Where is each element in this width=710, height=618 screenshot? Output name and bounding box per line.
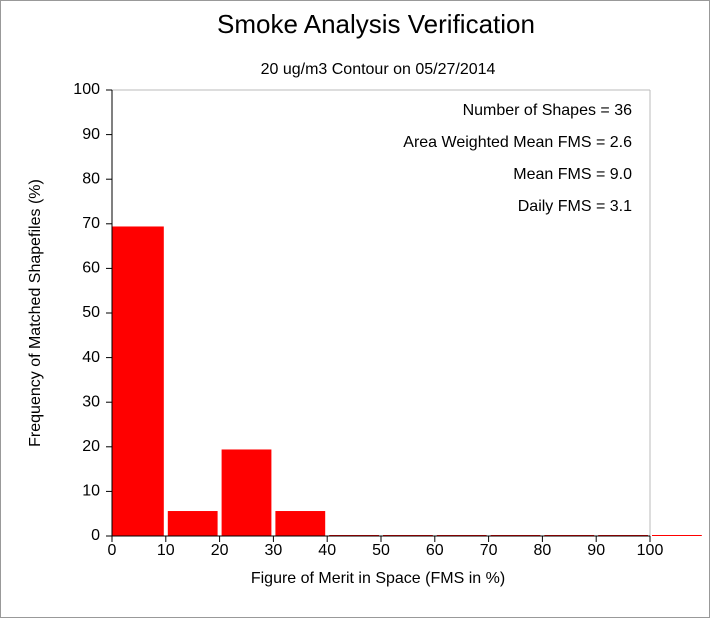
x-tick-label: 80 <box>534 542 552 559</box>
x-tick-label: 40 <box>318 542 336 559</box>
x-tick-label: 0 <box>108 542 117 559</box>
x-tick-label: 20 <box>211 542 229 559</box>
bar <box>112 226 164 536</box>
y-tick-label: 90 <box>82 126 100 143</box>
chart-title: Smoke Analysis Verification <box>217 9 535 39</box>
annotation: Mean FMS = 9.0 <box>513 166 632 183</box>
x-tick-label: 30 <box>265 542 283 559</box>
y-tick-label: 0 <box>91 527 100 544</box>
x-axis-label: Figure of Merit in Space (FMS in %) <box>251 570 505 587</box>
x-tick-label: 100 <box>637 542 664 559</box>
bar <box>221 449 272 536</box>
y-tick-label: 10 <box>82 483 100 500</box>
y-tick-label: 40 <box>82 349 100 366</box>
bar <box>652 535 702 536</box>
bar <box>167 511 218 536</box>
x-tick-label: 60 <box>426 542 444 559</box>
x-tick-label: 10 <box>157 542 175 559</box>
y-axis-label: Frequency of Matched Shapefiles (%) <box>27 179 44 447</box>
y-tick-label: 70 <box>82 215 100 232</box>
bar <box>275 511 326 536</box>
y-tick-label: 20 <box>82 438 100 455</box>
y-tick-label: 50 <box>82 304 100 321</box>
chart-subtitle: 20 ug/m3 Contour on 05/27/2014 <box>261 61 496 78</box>
y-tick-label: 60 <box>82 260 100 277</box>
annotation: Area Weighted Mean FMS = 2.6 <box>403 134 632 151</box>
x-tick-label: 90 <box>587 542 605 559</box>
x-tick-label: 70 <box>480 542 498 559</box>
annotation: Daily FMS = 3.1 <box>518 198 632 215</box>
y-tick-label: 30 <box>82 393 100 410</box>
y-tick-label: 100 <box>73 81 100 98</box>
y-tick-label: 80 <box>82 170 100 187</box>
annotation: Number of Shapes = 36 <box>463 102 633 119</box>
x-tick-label: 50 <box>372 542 390 559</box>
